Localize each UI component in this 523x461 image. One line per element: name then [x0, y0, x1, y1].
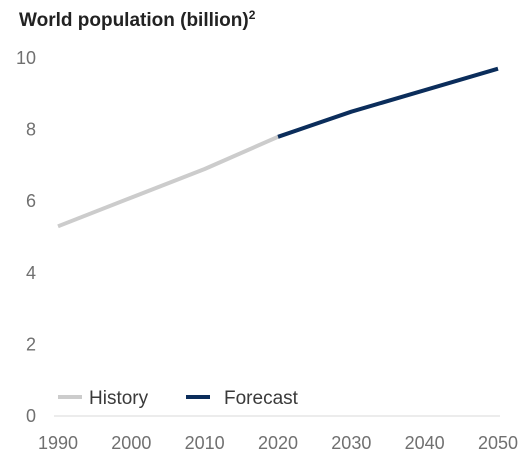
x-tick-label: 2050	[478, 433, 518, 453]
y-tick-label: 4	[26, 263, 36, 283]
legend-item-forecast: Forecast	[186, 388, 299, 409]
footnote-marker: 2	[248, 8, 256, 22]
y-tick-label: 2	[26, 334, 36, 354]
x-tick-label: 2040	[405, 433, 445, 453]
series-line-forecast	[277, 66, 499, 139]
x-tick-label: 2010	[185, 433, 225, 453]
legend-label: Forecast	[224, 388, 299, 409]
x-tick-label: 2000	[111, 433, 151, 453]
legend-item-history: History	[58, 388, 149, 409]
x-tick-label: 2020	[258, 433, 298, 453]
y-tick-label: 0	[26, 406, 36, 426]
y-tick-label: 10	[16, 48, 36, 68]
chart-title-text: World population (billion)	[19, 10, 249, 31]
x-tick-label: 2030	[331, 433, 371, 453]
legend: History Forecast	[58, 388, 299, 409]
x-tick-label: 1990	[38, 433, 78, 453]
y-tick-label: 8	[26, 120, 36, 140]
axes: 0 2 4 6 8 10 1990 2000 2010 2020 2030 2040 2050	[16, 48, 518, 453]
legend-label: History	[89, 388, 149, 409]
y-tick-label: 6	[26, 191, 36, 211]
series-line-history	[57, 134, 279, 229]
series-lines	[57, 66, 499, 229]
chart-title: World population (billion)2	[19, 8, 255, 32]
